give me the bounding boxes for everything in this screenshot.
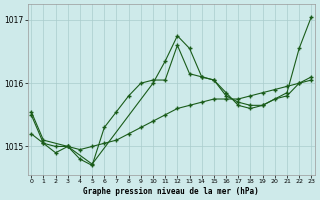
X-axis label: Graphe pression niveau de la mer (hPa): Graphe pression niveau de la mer (hPa): [84, 187, 259, 196]
